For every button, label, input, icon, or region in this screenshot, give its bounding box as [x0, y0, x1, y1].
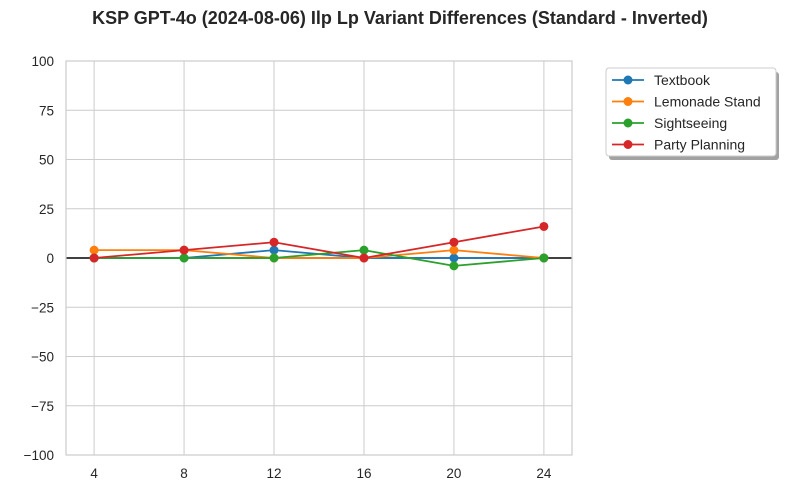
data-point	[269, 237, 279, 247]
legend-marker	[623, 97, 633, 106]
data-point	[449, 237, 459, 247]
series-line	[94, 249, 544, 259]
legend-label: Sightseeing	[654, 115, 727, 131]
legend-marker	[623, 118, 633, 128]
legend-box	[605, 67, 777, 157]
series-sightseeing	[89, 245, 549, 271]
legend: Textbook Lemonade Stand Sightseeing Party P…	[605, 67, 779, 160]
y-tick-label: 75	[39, 103, 54, 118]
series-party-planning	[89, 221, 549, 263]
y-tick-label: −50	[31, 350, 54, 365]
legend-label: Textbook	[654, 72, 711, 88]
x-tick-label: 20	[446, 466, 461, 481]
data-point	[269, 245, 279, 255]
y-tick-label: −75	[31, 399, 54, 414]
legend-item: Textbook	[612, 72, 711, 88]
y-tick-label: −100	[24, 448, 54, 463]
y-tick-label: −25	[31, 300, 54, 315]
legend-item: Sightseeing	[612, 115, 727, 131]
series-line	[94, 225, 545, 259]
data-point	[179, 253, 189, 263]
data-point	[449, 261, 459, 271]
data-point	[89, 245, 99, 255]
y-tick-label: 25	[39, 202, 54, 217]
x-tick-label: 16	[356, 466, 371, 481]
data-point	[359, 245, 369, 255]
data-point	[269, 253, 279, 263]
x-tick-label: 24	[536, 466, 552, 481]
x-tick-label: 8	[180, 466, 188, 481]
y-tick-label: 50	[39, 153, 54, 168]
series-line	[94, 249, 544, 267]
legend-label: Party Planning	[654, 137, 745, 153]
data-point	[179, 245, 189, 255]
legend-marker	[623, 140, 633, 149]
legend-item: Lemonade Stand	[612, 94, 761, 110]
legend-marker	[623, 75, 633, 85]
data-point	[539, 221, 549, 231]
legend-label: Lemonade Stand	[654, 94, 761, 110]
y-tick-label: 0	[46, 251, 54, 266]
data-point	[449, 245, 459, 255]
data-point	[539, 253, 549, 263]
y-tick-label: 100	[31, 54, 54, 69]
data-point	[89, 253, 99, 263]
plot-frame	[65, 60, 573, 456]
x-tick-label: 12	[267, 466, 282, 481]
x-tick-label: 4	[90, 466, 98, 481]
data-point	[449, 253, 459, 263]
legend-item: Party Planning	[612, 137, 745, 153]
chart-title: KSP GPT-4o (2024-08-06) Ilp Lp Variant D…	[92, 8, 708, 28]
data-point	[359, 253, 369, 263]
